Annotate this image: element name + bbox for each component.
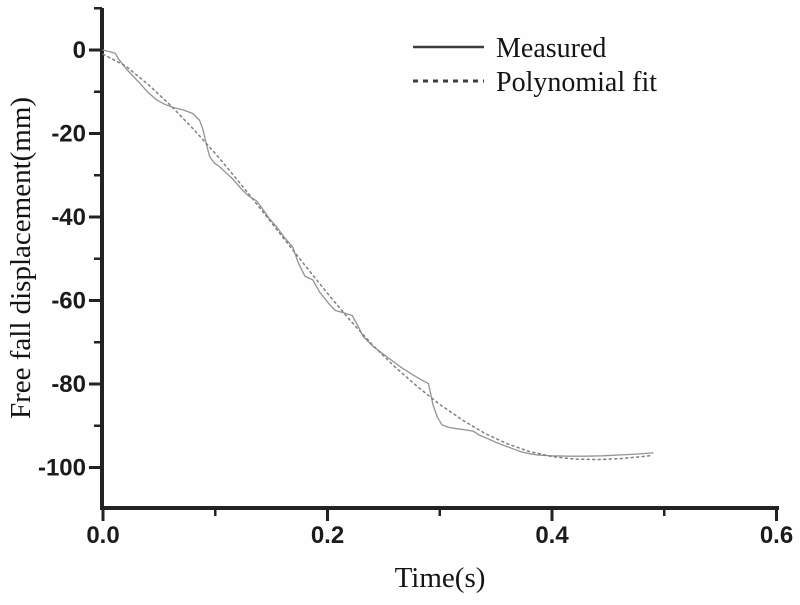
axis-ticks — [89, 7, 778, 521]
y-axis-title: Free fall displacement(mm) — [5, 97, 37, 419]
y-tick-label: -100 — [38, 455, 86, 482]
y-tick-label: 0 — [73, 37, 86, 64]
legend-polynomial-fit-label: Polynomial fit — [496, 67, 657, 98]
x-tick-label: 0.6 — [760, 522, 793, 549]
y-tick-label: -60 — [51, 288, 86, 315]
x-axis-title: Time(s) — [395, 562, 486, 594]
legend-measured-label: Measured — [496, 33, 606, 64]
y-tick-label: -40 — [51, 204, 86, 231]
legend: Measured Polynomial fit — [413, 33, 657, 98]
axis-spines — [100, 8, 779, 510]
data-series-lines — [102, 49, 654, 461]
axis-tick-labels: 0.0 0.2 0.4 0.6 0 -20 -40 -60 -80 -100 — [38, 37, 793, 549]
x-tick-label: 0.4 — [535, 522, 569, 549]
y-tick-label: -20 — [51, 121, 86, 148]
polynomial-fit-curve — [102, 53, 654, 461]
y-tick-label: -80 — [51, 371, 86, 398]
x-tick-label: 0.0 — [86, 522, 119, 549]
measured-curve — [102, 49, 654, 457]
x-tick-label: 0.2 — [311, 522, 344, 549]
